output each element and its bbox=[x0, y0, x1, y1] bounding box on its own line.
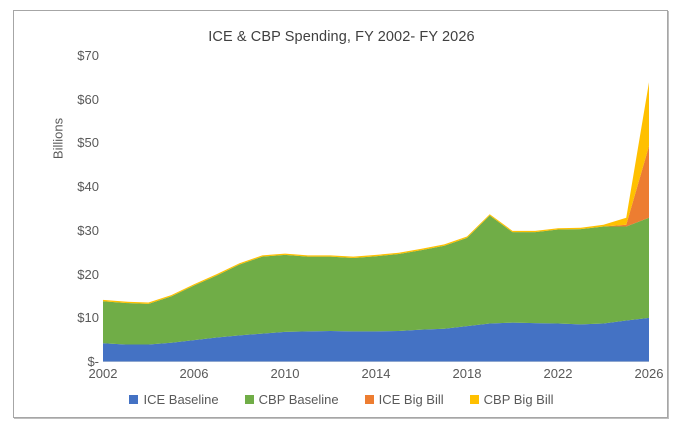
legend-label: ICE Baseline bbox=[143, 392, 219, 407]
x-tick-label: 2022 bbox=[543, 366, 573, 381]
y-tick-label: $30 bbox=[77, 222, 99, 238]
area-series-ice-baseline bbox=[103, 317, 649, 362]
series-layers bbox=[103, 82, 649, 362]
y-tick-label: $- bbox=[87, 354, 99, 369]
area-series-cbp-baseline bbox=[103, 215, 649, 345]
x-tick-label: 2006 bbox=[179, 366, 209, 381]
x-tick-label: 2002 bbox=[88, 366, 118, 381]
legend-label: CBP Big Bill bbox=[483, 392, 554, 407]
y-tick-label: $70 bbox=[77, 48, 99, 63]
legend-item-cbp-big-bill[interactable]: CBP Big Bill bbox=[469, 392, 554, 407]
x-tick-label: 2010 bbox=[270, 366, 300, 381]
y-tick-label: $20 bbox=[77, 266, 99, 282]
legend-item-ice-baseline[interactable]: ICE Baseline bbox=[129, 392, 219, 407]
y-tick-label: $60 bbox=[77, 91, 99, 107]
chart-title: ICE & CBP Spending, FY 2002- FY 2026 bbox=[208, 29, 475, 45]
x-tick-label: 2014 bbox=[361, 366, 391, 381]
legend-swatch-ice-baseline bbox=[129, 395, 139, 404]
legend-item-cbp-baseline[interactable]: CBP Baseline bbox=[244, 392, 339, 407]
y-tick-label: $50 bbox=[77, 135, 99, 151]
legend-swatch-cbp-big-bill bbox=[469, 395, 479, 404]
x-tick-label: 2026 bbox=[634, 366, 664, 381]
y-tick-label: $10 bbox=[77, 310, 99, 326]
x-tick-label: 2018 bbox=[452, 366, 482, 381]
legend-swatch-ice-big-bill bbox=[364, 395, 374, 404]
y-tick-label: $40 bbox=[77, 179, 99, 195]
legend-label: ICE Big Bill bbox=[378, 392, 444, 407]
legend-label: CBP Baseline bbox=[258, 392, 339, 407]
y-axis-tick-labels: $70 $60 $50 $40 $30 $20 $10 $- bbox=[44, 49, 99, 368]
legend-swatch-cbp-baseline bbox=[244, 395, 254, 404]
legend-item-ice-big-bill[interactable]: ICE Big Bill bbox=[364, 392, 444, 407]
stacked-area-plot bbox=[103, 82, 649, 362]
chart-legend: ICE Baseline CBP Baseline ICE Big Bill CBP … bbox=[14, 392, 669, 407]
chart-frame: ICE & CBP Spending, FY 2002- FY 2026 Bil… bbox=[13, 10, 668, 418]
x-axis-tick-labels: 2002 2006 2010 2014 2018 2022 2026 bbox=[89, 366, 664, 386]
plot-area bbox=[103, 56, 649, 362]
